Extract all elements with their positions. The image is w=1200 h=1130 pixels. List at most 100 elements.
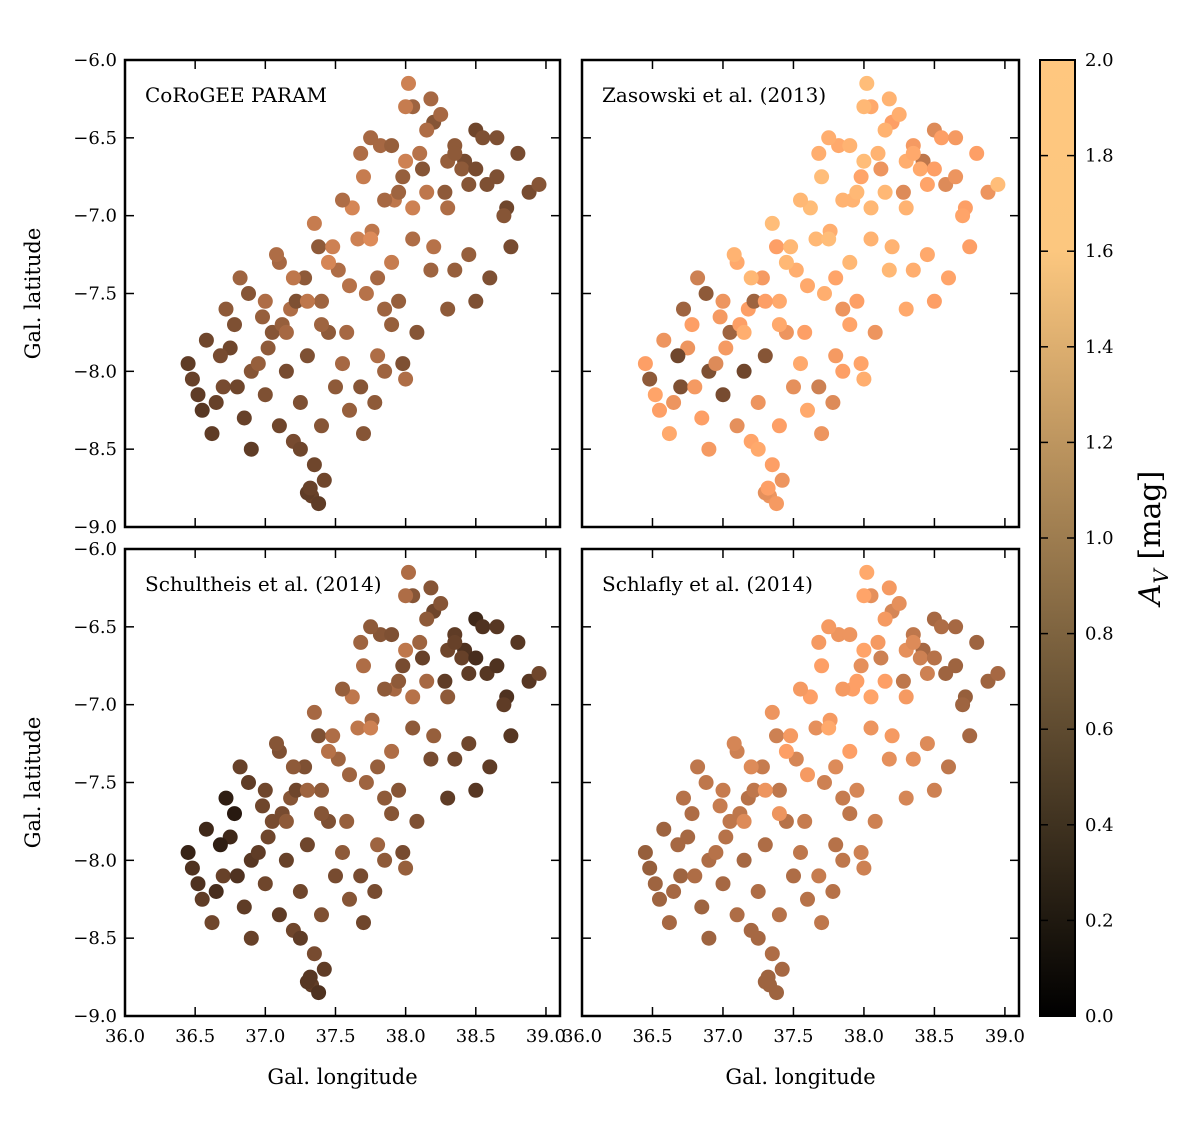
data-point	[849, 293, 865, 309]
panel-title: Zasowski et al. (2013)	[602, 83, 826, 107]
panel-title: CoRoGEE PARAM	[145, 83, 327, 107]
data-point	[637, 356, 653, 372]
data-point	[405, 231, 421, 247]
data-point	[736, 363, 752, 379]
data-point	[793, 845, 808, 860]
data-point	[257, 876, 273, 892]
data-point	[241, 775, 256, 790]
data-point	[877, 122, 893, 138]
data-point	[358, 286, 374, 301]
data-point	[241, 286, 256, 301]
x-tick-label: 38.0	[844, 1026, 884, 1047]
data-point	[715, 876, 731, 892]
data-point	[811, 868, 827, 884]
data-point	[881, 91, 897, 107]
data-point	[673, 868, 689, 884]
data-point	[783, 728, 799, 744]
data-point	[198, 821, 214, 837]
data-point	[454, 161, 470, 177]
data-point	[647, 876, 663, 892]
data-point	[398, 99, 414, 115]
data-point	[423, 751, 439, 767]
data-point	[870, 634, 886, 650]
data-point	[419, 673, 435, 689]
data-point	[856, 588, 872, 604]
data-point	[377, 363, 393, 379]
y-tick-label: −8.5	[73, 439, 117, 460]
y-tick-label: −9.0	[73, 1006, 117, 1027]
data-point	[760, 969, 776, 985]
data-point	[771, 782, 787, 798]
data-point	[898, 689, 914, 705]
data-point	[905, 751, 921, 767]
data-point	[370, 270, 386, 286]
data-point	[835, 681, 851, 697]
data-point	[814, 915, 830, 931]
data-point	[754, 270, 770, 286]
data-point	[793, 192, 808, 208]
data-point	[482, 759, 498, 775]
data-point	[856, 860, 872, 876]
panel-2: Zasowski et al. (2013)	[580, 58, 1021, 529]
data-point	[391, 782, 407, 798]
x-tick-label: 37.5	[315, 1026, 355, 1047]
data-point	[684, 317, 700, 333]
data-point	[180, 845, 196, 860]
data-point	[670, 348, 686, 364]
data-point	[690, 270, 706, 286]
data-point	[180, 356, 196, 372]
data-point	[853, 356, 869, 372]
data-point	[433, 596, 449, 611]
data-point	[912, 650, 928, 666]
y-tick-label: −7.0	[73, 206, 117, 227]
data-point	[325, 239, 341, 255]
colorbar-tick-label: 1.4	[1085, 337, 1114, 358]
data-point	[367, 395, 383, 410]
data-point	[853, 169, 869, 185]
data-point	[661, 915, 677, 931]
data-point	[285, 270, 301, 286]
data-point	[503, 728, 519, 744]
x-tick-label: 37.0	[245, 1026, 285, 1047]
data-point	[377, 681, 393, 697]
data-point	[919, 177, 935, 192]
data-point	[461, 666, 477, 681]
data-point	[489, 130, 505, 146]
data-point	[335, 192, 350, 208]
data-point	[853, 658, 869, 674]
data-point	[236, 410, 252, 426]
data-point	[447, 145, 463, 161]
data-point	[774, 961, 790, 977]
data-point	[642, 371, 658, 387]
data-point	[335, 681, 350, 697]
data-point	[771, 418, 787, 434]
data-point	[821, 231, 837, 247]
data-point	[398, 588, 414, 604]
data-point	[842, 627, 858, 643]
data-point	[955, 697, 971, 713]
data-point	[285, 759, 301, 775]
data-point	[321, 743, 336, 759]
data-point	[969, 634, 985, 650]
y-tick-label: −6.5	[73, 128, 117, 149]
data-point	[269, 247, 284, 263]
colorbar-tick-label: 1.2	[1085, 432, 1114, 453]
data-point	[905, 634, 921, 650]
data-point	[423, 91, 439, 107]
panel-1: −6.0 −6.5 −7.0 −7.5 −8.0 −8.5 −9.0 CoRoGEE PARA…	[21, 50, 562, 538]
panel-frame	[123, 547, 562, 1018]
x-tick-label: 37.5	[773, 1026, 813, 1047]
data-point	[306, 704, 322, 720]
data-point	[412, 634, 428, 650]
data-point	[363, 231, 379, 247]
data-point	[736, 852, 752, 868]
data-point	[814, 169, 830, 185]
data-point	[919, 247, 935, 263]
data-point	[433, 107, 449, 122]
data-point	[405, 720, 421, 736]
data-point	[969, 145, 985, 161]
data-point	[941, 759, 956, 775]
data-point	[306, 457, 322, 473]
colorbar-tick-label: 1.6	[1085, 241, 1114, 262]
data-point	[853, 845, 869, 860]
